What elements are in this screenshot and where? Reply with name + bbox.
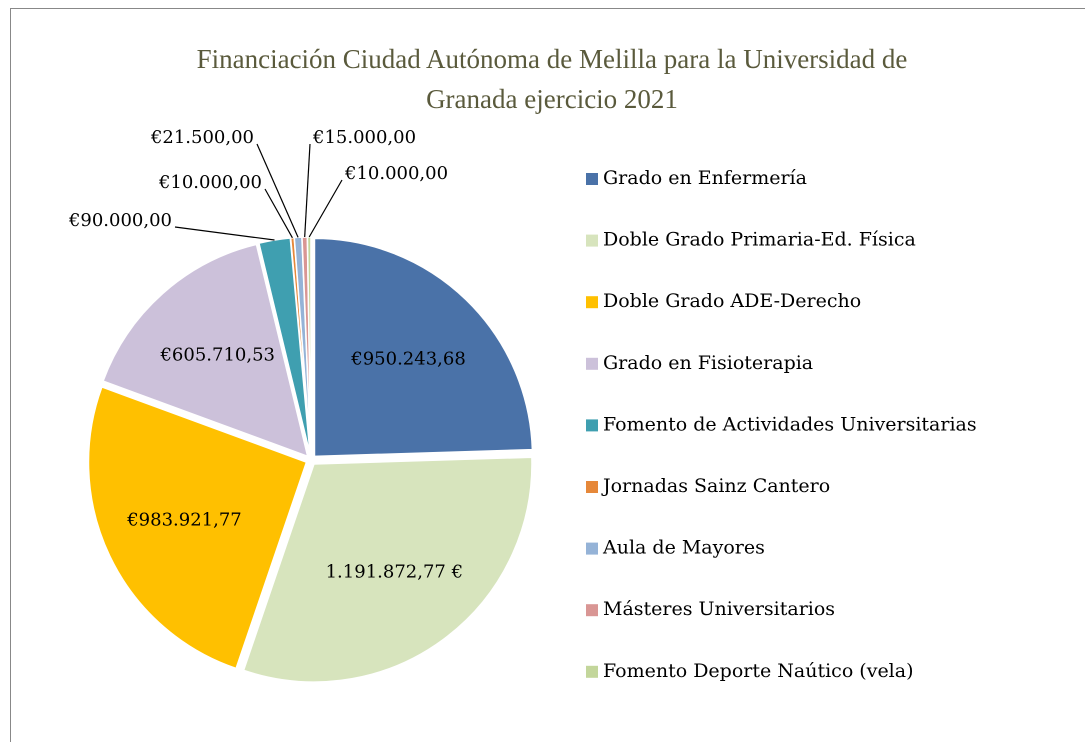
legend-swatch <box>586 234 598 247</box>
legend-label: Másteres Universitarios <box>603 598 835 620</box>
leader-line <box>308 179 343 238</box>
data-label: €10.000,00 <box>344 163 448 184</box>
chart-frame <box>10 8 1085 742</box>
legend-swatch <box>586 419 598 432</box>
leader-line <box>304 143 311 238</box>
data-label: €15.000,00 <box>312 127 416 148</box>
legend-label: Fomento Deporte Naútico (vela) <box>603 660 914 682</box>
legend-label: Fomento de Actividades Universitarias <box>603 413 977 435</box>
pie-slice <box>102 243 309 458</box>
pie-slice <box>242 456 533 683</box>
pie-slice <box>87 386 308 670</box>
leader-line <box>264 188 293 239</box>
chart-title: Financiación Ciudad Autónoma de Melilla … <box>197 44 908 114</box>
legend-label: Grado en Fisioterapia <box>603 352 813 374</box>
legend-label: Doble Grado Primaria-Ed. Física <box>603 229 916 251</box>
data-label: 1.191.872,77 € <box>326 562 463 583</box>
legend-swatch <box>586 481 598 493</box>
data-label: €983.921,77 <box>126 509 242 530</box>
data-label: €950.243,68 <box>350 348 466 369</box>
legend-swatch <box>586 604 598 617</box>
legend-swatch <box>586 542 598 555</box>
data-label: €21.500,00 <box>150 127 254 148</box>
legend-swatch <box>586 173 598 185</box>
pie-slice <box>313 237 534 458</box>
legend-swatch <box>586 665 598 678</box>
leader-line <box>256 143 299 238</box>
leader-line <box>174 226 275 241</box>
data-label: €90.000,00 <box>68 210 172 231</box>
legend-label: Jornadas Sainz Cantero <box>601 475 830 497</box>
legend-label: Grado en Enfermería <box>603 167 807 189</box>
data-label: €10.000,00 <box>158 172 262 193</box>
legend-label: Aula de Mayores <box>602 537 765 559</box>
legend-swatch <box>586 296 598 309</box>
legend-label: Doble Grado ADE-Derecho <box>603 290 861 312</box>
legend-swatch <box>586 357 598 370</box>
data-label: €605.710,53 <box>159 344 275 365</box>
